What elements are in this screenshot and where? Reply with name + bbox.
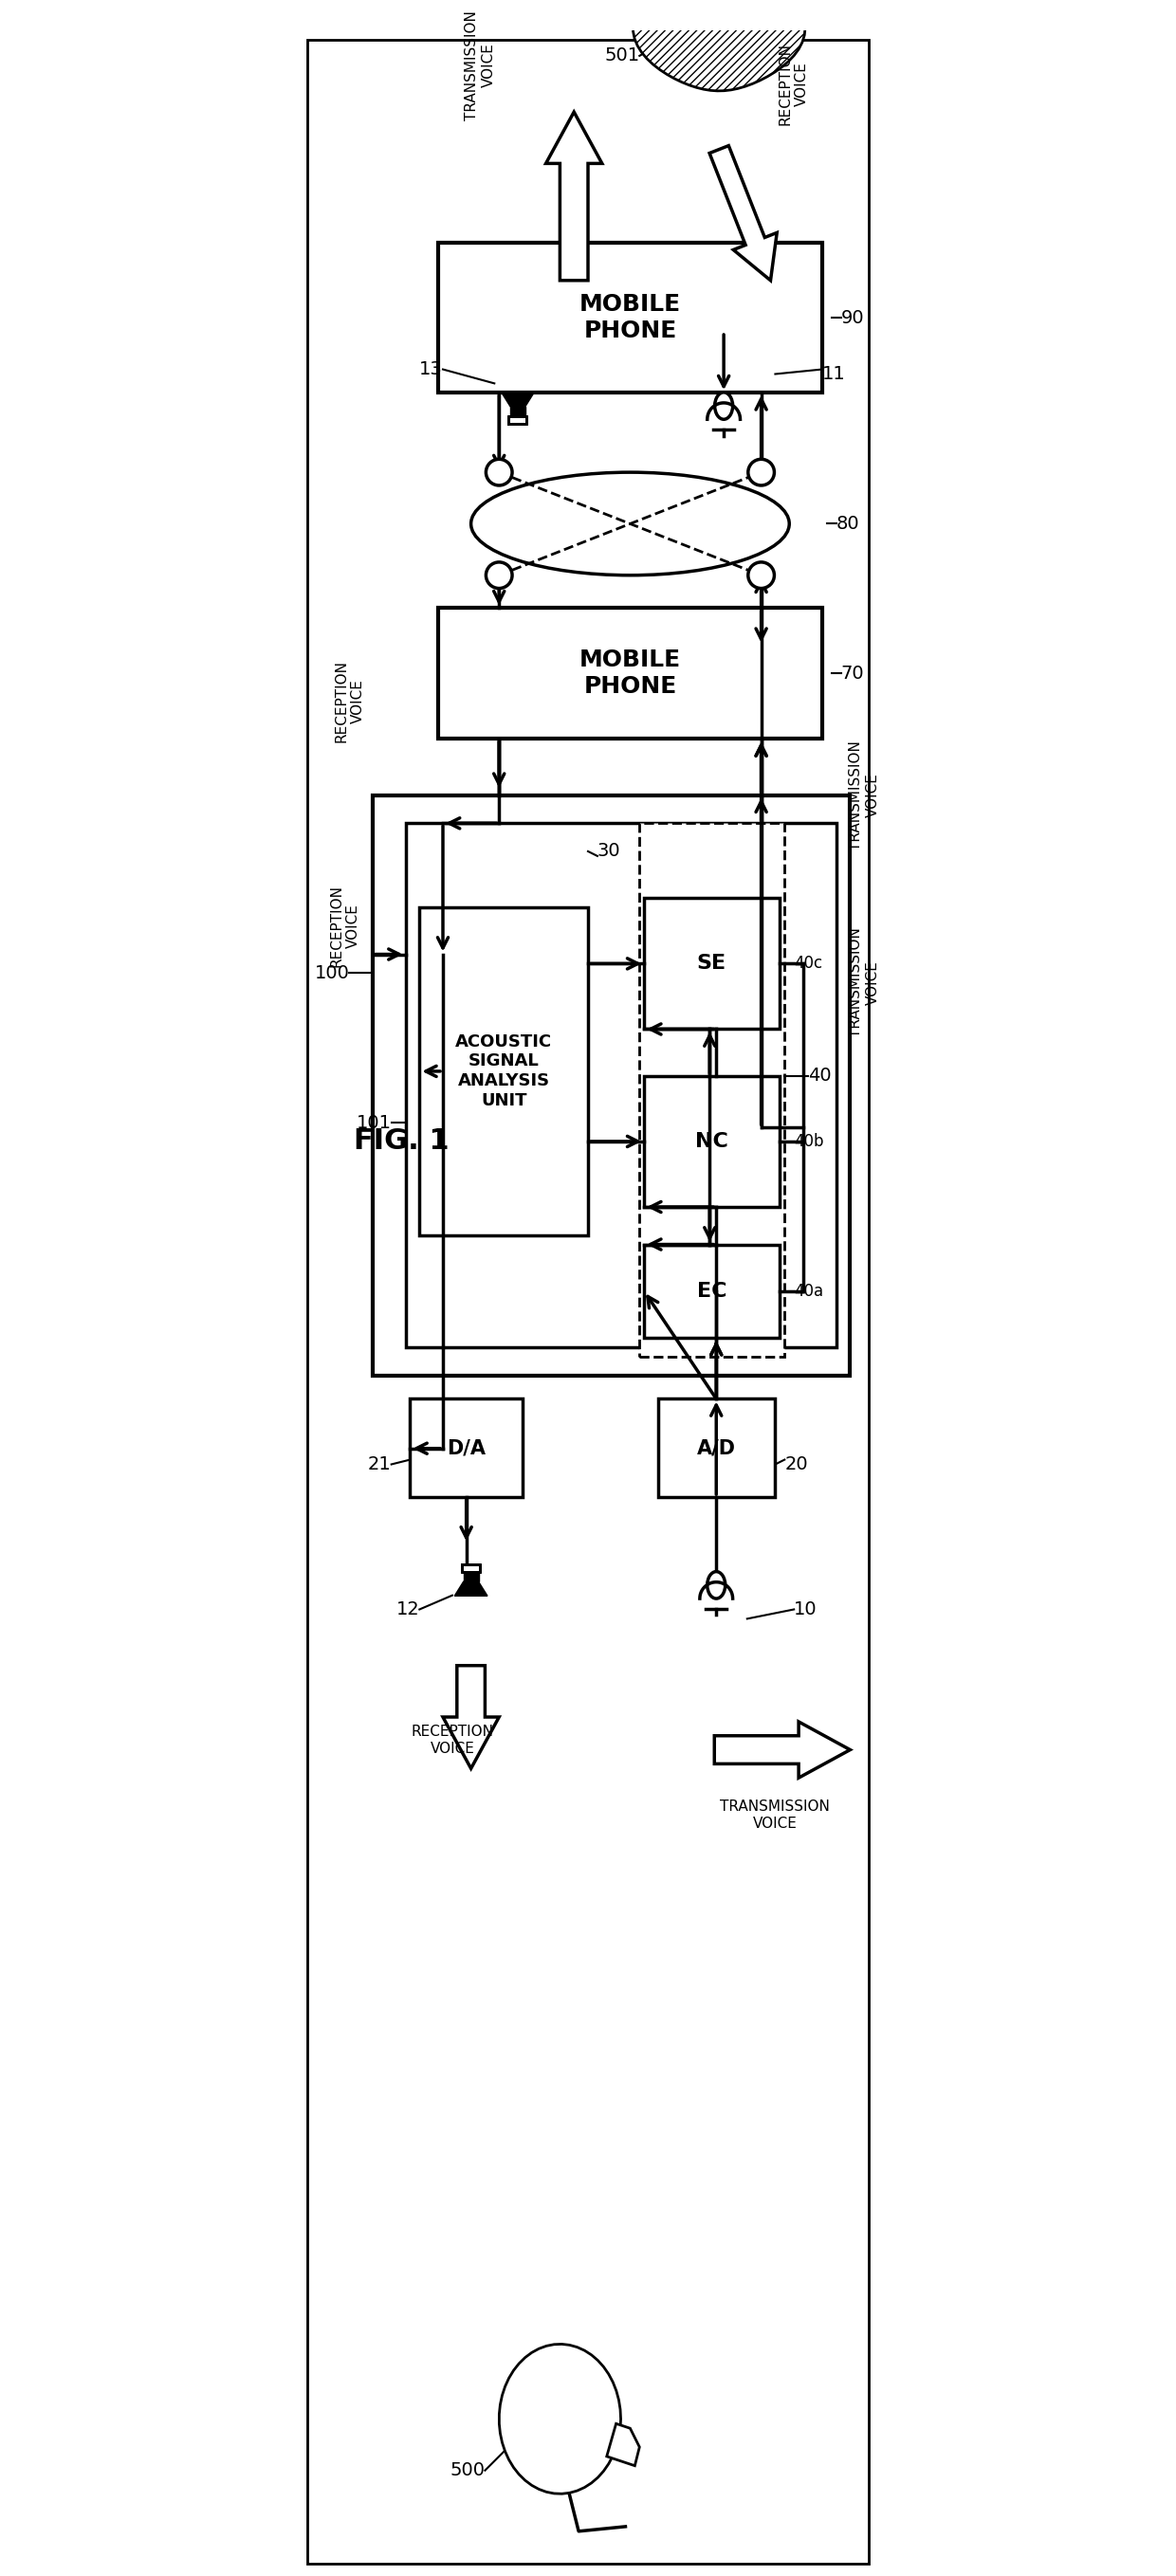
- Circle shape: [748, 562, 774, 587]
- Text: D/A: D/A: [447, 1440, 486, 1458]
- Polygon shape: [509, 417, 527, 422]
- Text: 40: 40: [808, 1066, 831, 1084]
- Circle shape: [748, 459, 774, 484]
- Text: 500: 500: [450, 2463, 485, 2481]
- Text: 13: 13: [420, 361, 443, 379]
- Text: TRANSMISSION
VOICE: TRANSMISSION VOICE: [849, 739, 880, 850]
- Circle shape: [486, 562, 513, 587]
- Bar: [373, 796, 850, 1376]
- Text: TRANSMISSION
VOICE: TRANSMISSION VOICE: [465, 10, 496, 121]
- Text: 100: 100: [314, 963, 349, 981]
- Text: TRANSMISSION
VOICE: TRANSMISSION VOICE: [849, 927, 880, 1038]
- Text: 40c: 40c: [794, 956, 822, 971]
- Polygon shape: [443, 1667, 499, 1770]
- Text: A/D: A/D: [697, 1440, 736, 1458]
- Text: MOBILE
PHONE: MOBILE PHONE: [580, 294, 681, 343]
- Text: SE: SE: [697, 953, 727, 974]
- Text: 90: 90: [841, 309, 864, 327]
- Polygon shape: [510, 407, 526, 417]
- Bar: [640, 824, 784, 1358]
- Text: 21: 21: [368, 1455, 392, 1473]
- Polygon shape: [501, 392, 534, 407]
- Bar: [439, 242, 822, 392]
- Text: RECEPTION
VOICE: RECEPTION VOICE: [329, 886, 360, 969]
- Text: 501: 501: [604, 46, 640, 64]
- Text: 101: 101: [356, 1113, 392, 1131]
- Text: FIG. 1: FIG. 1: [354, 1128, 449, 1154]
- Ellipse shape: [470, 471, 789, 574]
- Text: EC: EC: [696, 1283, 727, 1301]
- Polygon shape: [462, 1564, 480, 1571]
- Ellipse shape: [707, 1571, 726, 1600]
- Circle shape: [486, 459, 513, 484]
- Text: 40b: 40b: [794, 1133, 824, 1149]
- Text: 11: 11: [822, 366, 846, 384]
- Bar: [410, 1399, 522, 1497]
- Polygon shape: [633, 0, 806, 90]
- Text: TRANSMISSION
VOICE: TRANSMISSION VOICE: [720, 1801, 830, 1832]
- Ellipse shape: [715, 392, 733, 420]
- Text: NC: NC: [695, 1131, 728, 1151]
- Text: RECEPTION
VOICE: RECEPTION VOICE: [334, 659, 365, 742]
- Text: 80: 80: [836, 515, 860, 533]
- Text: 30: 30: [597, 842, 621, 860]
- Bar: [406, 824, 836, 1347]
- Text: MOBILE
PHONE: MOBILE PHONE: [580, 649, 681, 698]
- Text: 12: 12: [396, 1600, 420, 1618]
- Bar: [420, 907, 588, 1234]
- Polygon shape: [714, 1721, 850, 1777]
- Text: 70: 70: [841, 665, 864, 683]
- Text: 40a: 40a: [794, 1283, 823, 1301]
- Polygon shape: [709, 147, 777, 281]
- Bar: [439, 608, 822, 739]
- Polygon shape: [546, 111, 602, 281]
- Text: 20: 20: [784, 1455, 808, 1473]
- Polygon shape: [499, 2344, 621, 2494]
- Text: 10: 10: [794, 1600, 817, 1618]
- Bar: [659, 1399, 775, 1497]
- Bar: [644, 1244, 780, 1337]
- Polygon shape: [454, 1582, 488, 1597]
- Polygon shape: [607, 2424, 640, 2465]
- Bar: [644, 899, 780, 1030]
- Polygon shape: [463, 1571, 479, 1582]
- Text: RECEPTION
VOICE: RECEPTION VOICE: [410, 1726, 494, 1757]
- Text: ACOUSTIC
SIGNAL
ANALYSIS
UNIT: ACOUSTIC SIGNAL ANALYSIS UNIT: [455, 1033, 553, 1110]
- Text: RECEPTION
VOICE: RECEPTION VOICE: [779, 44, 809, 126]
- Bar: [644, 1077, 780, 1208]
